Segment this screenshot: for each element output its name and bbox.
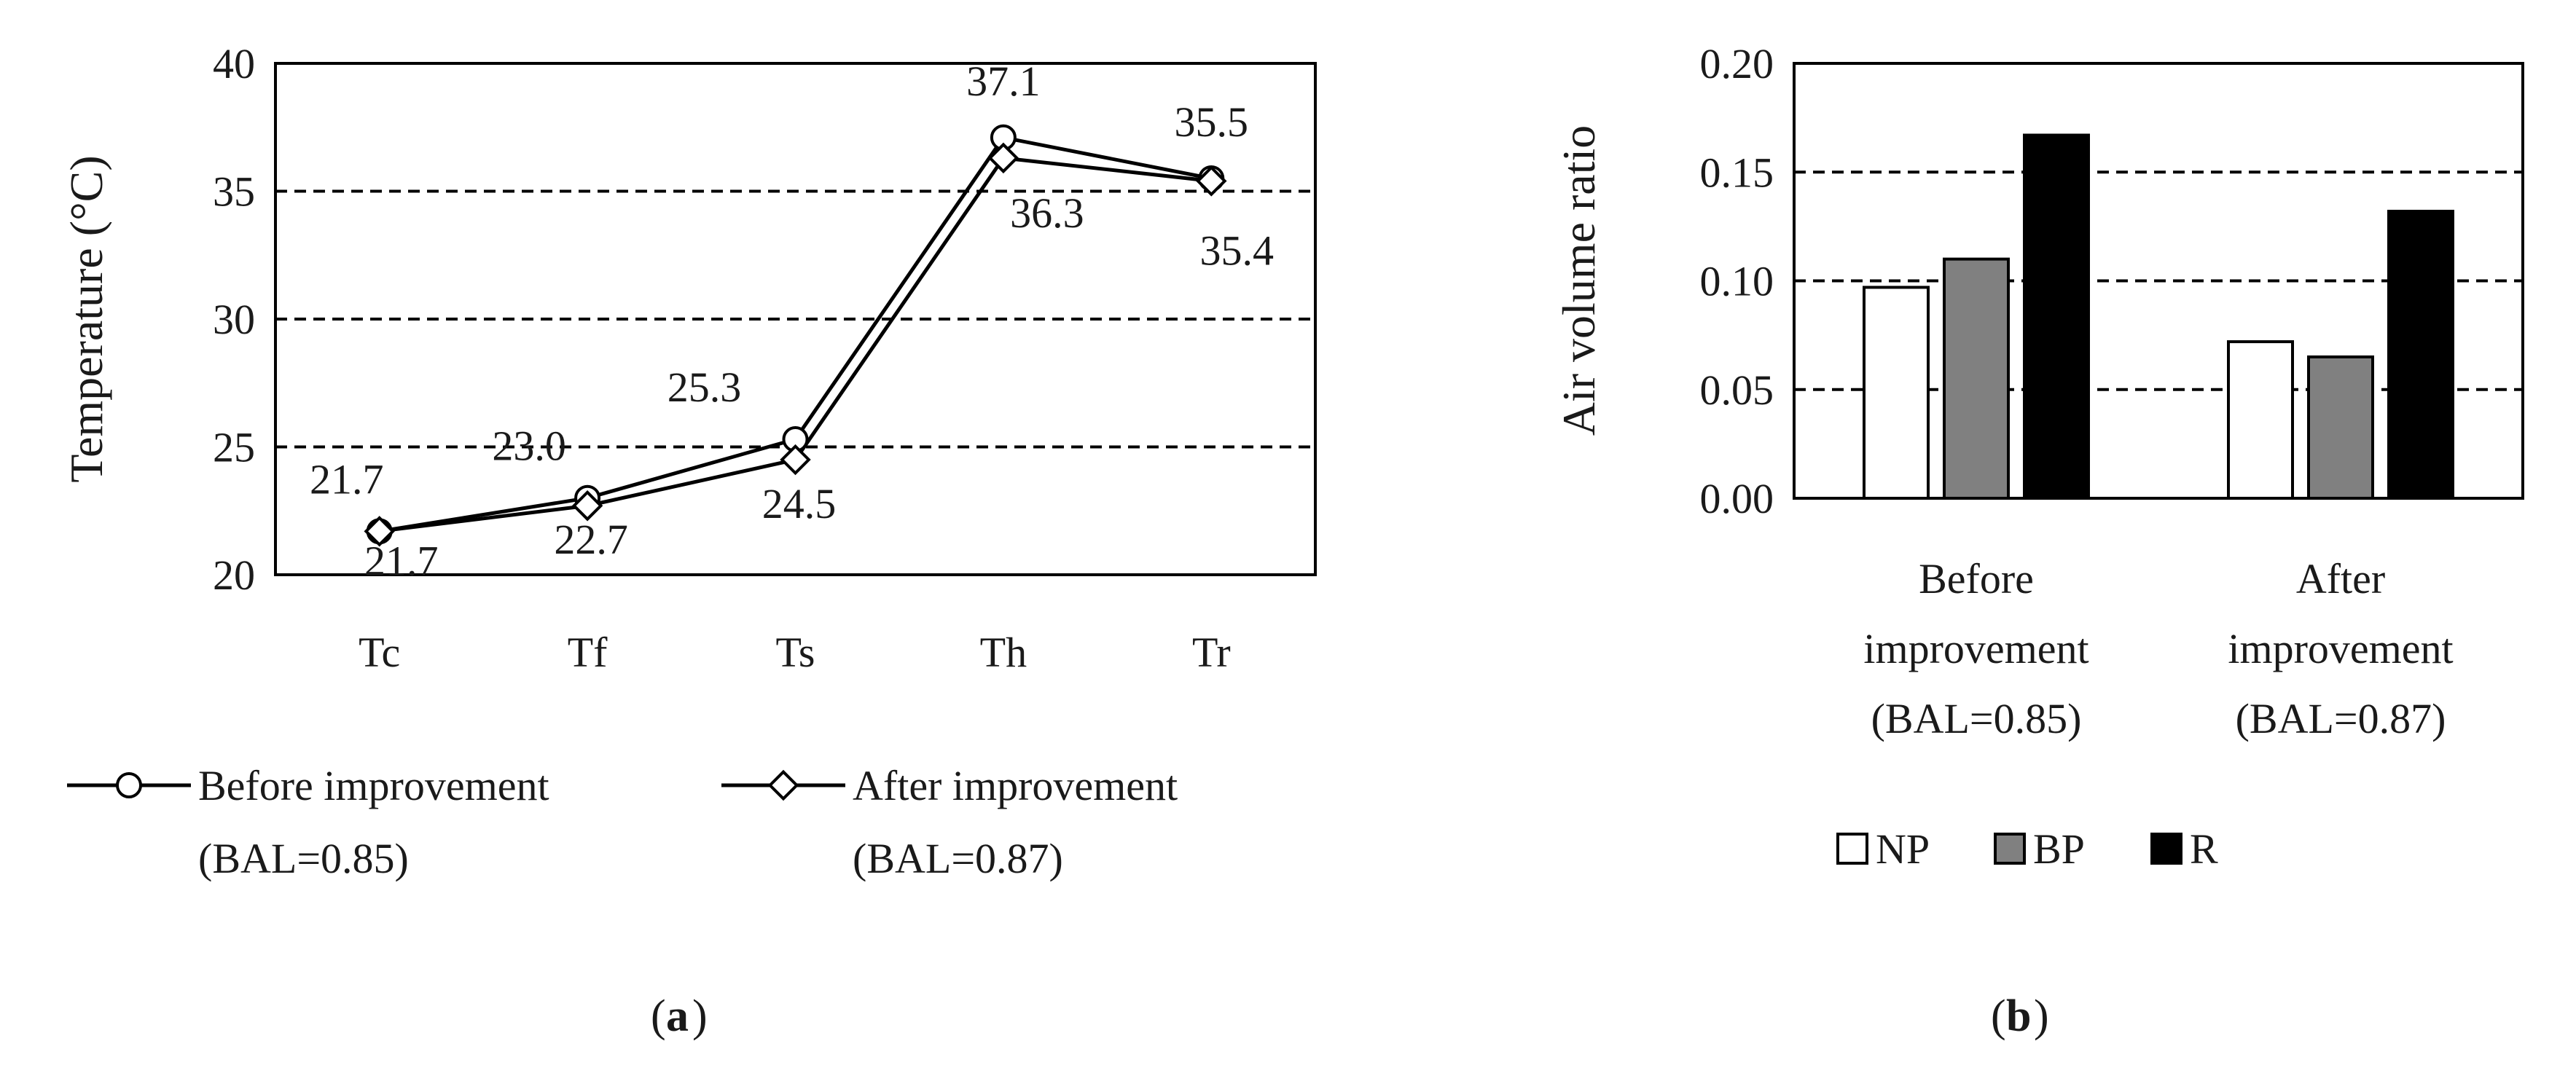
y-axis-title-a: Temperature (°C) [60, 155, 112, 482]
category-label-0-0: Before [1919, 555, 2034, 602]
category-label-0-2: (BAL=0.85) [1871, 695, 2082, 742]
panel-label-a-close: ) [692, 991, 708, 1041]
legend-label-r: R [2190, 825, 2218, 873]
x-axis-ticks-a: Tc Tf Ts Th Tr [359, 629, 1231, 676]
y-axis-title-b: Air volume ratio [1553, 125, 1605, 436]
data-label-0-0: 21.7 [310, 455, 384, 503]
bar-bp-1 [2307, 355, 2374, 500]
data-label-0-3: 37.1 [966, 58, 1041, 105]
panel-label-b-open: ( [1991, 991, 2006, 1041]
data-label-1-4: 35.4 [1200, 227, 1275, 274]
y-tick-label-a-4: 40 [213, 40, 255, 87]
legend-swatch-np [1836, 833, 1868, 865]
series-lines-a [364, 124, 1227, 547]
bar-bp-0 [1943, 257, 2010, 500]
legend-b: NP BP R [1836, 825, 2218, 873]
bar-chart-air-volume: 0.00 0.05 0.10 0.15 0.20 Air volume ratio Be… [1553, 40, 2524, 1041]
point-after-1 [571, 490, 603, 522]
legend-label-np: NP [1876, 825, 1930, 873]
y-tick-label-a-3: 35 [213, 168, 255, 216]
x-tick-label-a-4: Tr [1192, 629, 1231, 676]
y-axis-ticks-a: 20 25 30 35 40 [213, 40, 255, 599]
legend-label-after-1: After improvement [853, 762, 1178, 809]
legend-label-before-2: (BAL=0.85) [198, 835, 409, 882]
x-axis-categories-b: Before improvement (BAL=0.85) After improvem… [1863, 555, 2453, 742]
panel-label-a: a [666, 991, 689, 1041]
data-label-1-2: 24.5 [762, 480, 837, 527]
category-label-1-2: (BAL=0.87) [2236, 695, 2446, 742]
point-after-4 [1196, 165, 1227, 197]
data-label-1-1: 22.7 [554, 516, 628, 563]
category-label-1-1: improvement [2228, 625, 2453, 672]
plot-frame-b [1793, 62, 2524, 500]
y-tick-label-b-3: 0.15 [1700, 149, 1774, 196]
bars-b [1863, 133, 2454, 500]
category-label-0-1: improvement [1863, 625, 2088, 672]
y-tick-label-a-2: 30 [213, 296, 255, 343]
bar-np-0 [1863, 286, 1930, 500]
legend-label-before-1: Before improvement [198, 762, 549, 809]
y-tick-label-b-4: 0.20 [1700, 40, 1774, 87]
legend-swatch-bp [1994, 833, 2026, 865]
data-label-0-1: 23.0 [492, 423, 566, 470]
data-label-0-2: 25.3 [668, 363, 742, 411]
bar-np-1 [2227, 340, 2294, 500]
y-tick-label-a-0: 20 [213, 551, 255, 599]
data-label-1-0: 21.7 [364, 537, 439, 584]
legend-swatch-r [2150, 833, 2182, 865]
panel-label-a-open: ( [651, 991, 666, 1041]
bar-r-0 [2023, 133, 2090, 500]
bar-r-1 [2387, 209, 2454, 500]
point-after-3 [987, 142, 1019, 174]
data-label-1-3: 36.3 [1010, 189, 1084, 237]
y-tick-label-b-1: 0.05 [1700, 366, 1774, 414]
y-tick-label-a-1: 25 [213, 424, 255, 471]
point-after-0 [364, 516, 395, 547]
legend-label-bp: BP [2033, 825, 2085, 873]
legend-marker-diamond [767, 769, 799, 801]
x-tick-label-a-1: Tf [568, 629, 608, 676]
category-label-1-0: After [2296, 555, 2385, 602]
point-after-2 [780, 444, 811, 476]
legend-a: Before improvement (BAL=0.85) After impr… [67, 762, 1178, 882]
panel-label-b-close: ) [2034, 991, 2049, 1041]
x-tick-label-a-3: Th [980, 629, 1027, 676]
y-tick-label-b-0: 0.00 [1700, 475, 1774, 522]
legend-marker-circle [116, 772, 142, 798]
y-tick-label-b-2: 0.10 [1700, 258, 1774, 305]
y-axis-ticks-b: 0.00 0.05 0.10 0.15 0.20 [1700, 40, 1774, 522]
legend-label-after-2: (BAL=0.87) [853, 835, 1063, 882]
x-tick-label-a-2: Ts [776, 629, 815, 676]
data-label-0-4: 35.5 [1175, 98, 1249, 146]
data-labels-a: 21.7 23.0 25.3 37.1 35.5 21.7 22.7 24.5 36.3 35.4 [310, 58, 1274, 585]
x-tick-label-a-0: Tc [359, 629, 400, 676]
panel-label-b: b [2006, 991, 2031, 1041]
line-chart-temperature: 20 25 30 35 40 Tc Tf Ts Th Tr Temperature (°C) 2… [60, 40, 1317, 1041]
